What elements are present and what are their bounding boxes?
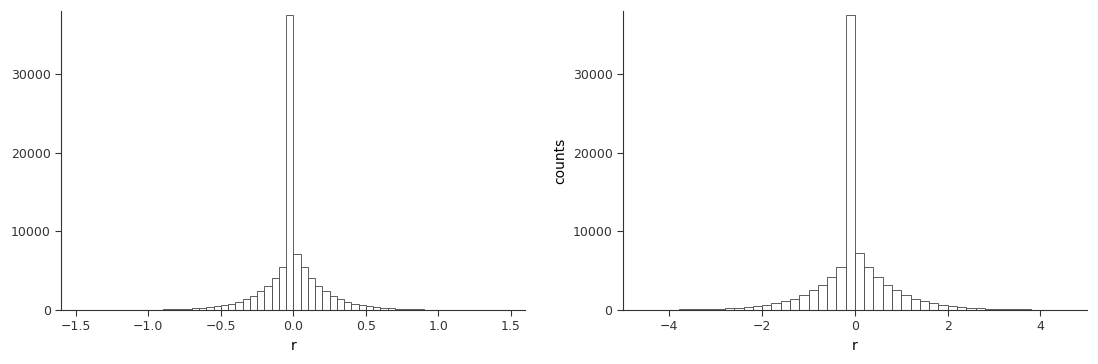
Bar: [789, 298, 799, 310]
Bar: [706, 309, 716, 310]
Bar: [985, 309, 994, 310]
Bar: [410, 309, 416, 310]
X-axis label: r: r: [852, 339, 858, 353]
Bar: [1022, 309, 1031, 310]
Bar: [753, 306, 762, 310]
Bar: [864, 267, 874, 310]
Bar: [192, 308, 199, 310]
Bar: [287, 15, 293, 310]
Bar: [743, 307, 753, 310]
Bar: [206, 307, 214, 310]
Bar: [329, 296, 337, 310]
Bar: [688, 309, 697, 310]
Bar: [679, 309, 688, 310]
Bar: [163, 309, 170, 310]
Bar: [975, 308, 985, 310]
Bar: [994, 309, 1004, 310]
Bar: [337, 299, 344, 310]
Bar: [315, 285, 323, 310]
Bar: [735, 308, 743, 310]
Bar: [380, 308, 388, 310]
Bar: [307, 278, 315, 310]
Bar: [920, 301, 929, 310]
X-axis label: r: r: [291, 339, 296, 353]
Bar: [351, 304, 359, 310]
Bar: [366, 306, 373, 310]
Bar: [402, 309, 410, 310]
Bar: [818, 285, 827, 310]
Bar: [373, 307, 380, 310]
Bar: [939, 305, 948, 310]
Bar: [279, 268, 287, 310]
Y-axis label: counts: counts: [553, 137, 567, 184]
Bar: [845, 15, 855, 310]
Bar: [235, 302, 243, 310]
Bar: [781, 301, 789, 310]
Bar: [1004, 309, 1012, 310]
Bar: [388, 308, 395, 310]
Bar: [301, 268, 307, 310]
Bar: [808, 290, 818, 310]
Bar: [799, 295, 808, 310]
Bar: [929, 303, 939, 310]
Bar: [892, 290, 901, 310]
Bar: [874, 277, 883, 310]
Bar: [243, 299, 250, 310]
Bar: [910, 298, 920, 310]
Bar: [716, 309, 725, 310]
Bar: [827, 277, 837, 310]
Bar: [957, 307, 966, 310]
Bar: [883, 285, 892, 310]
Bar: [359, 305, 366, 310]
Bar: [697, 309, 706, 310]
Bar: [772, 303, 781, 310]
Bar: [323, 292, 329, 310]
Bar: [344, 302, 351, 310]
Bar: [416, 309, 424, 310]
Bar: [271, 278, 279, 310]
Bar: [221, 305, 228, 310]
Bar: [424, 309, 432, 310]
Bar: [184, 309, 192, 310]
Bar: [1012, 309, 1022, 310]
Bar: [265, 285, 271, 310]
Bar: [228, 304, 235, 310]
Bar: [855, 253, 864, 310]
Bar: [837, 267, 845, 310]
Bar: [901, 295, 910, 310]
Bar: [178, 309, 184, 310]
Bar: [293, 254, 301, 310]
Bar: [725, 308, 735, 310]
Bar: [156, 309, 163, 310]
Bar: [250, 296, 257, 310]
Bar: [214, 306, 221, 310]
Bar: [966, 308, 975, 310]
Bar: [948, 306, 957, 310]
Bar: [199, 308, 206, 310]
Bar: [257, 292, 265, 310]
Bar: [395, 309, 402, 310]
Bar: [170, 309, 178, 310]
Bar: [762, 305, 772, 310]
